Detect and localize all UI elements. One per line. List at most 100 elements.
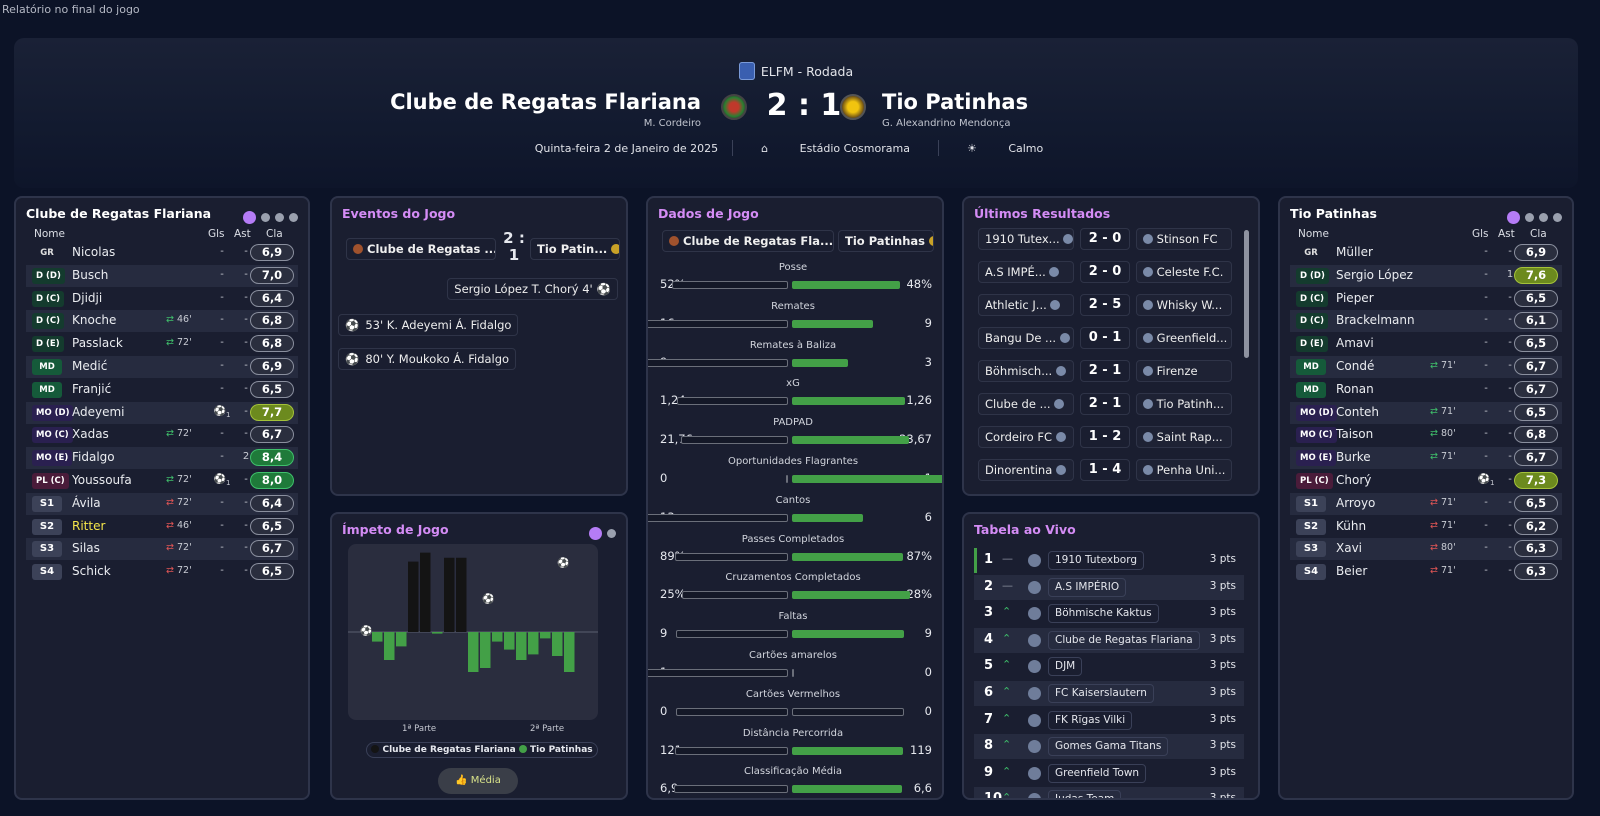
table-team-name[interactable]: 1910 Tutexborg (1048, 551, 1145, 570)
page-dot[interactable] (1539, 213, 1548, 222)
result-home-team[interactable]: Cordeiro FC (978, 426, 1074, 448)
page-dot[interactable] (607, 529, 616, 538)
table-team-name[interactable]: Gomes Gama Titans (1048, 737, 1169, 757)
page-dot[interactable] (589, 527, 602, 540)
player-row[interactable]: D (E) Passlack ⇄ 72' - -6,8 (26, 333, 298, 355)
table-team-name[interactable]: FC Kaiserslautern (1048, 684, 1154, 703)
result-home-team[interactable]: Dinorentina (978, 459, 1074, 481)
player-row[interactable]: MO (D) Conteh ⇄ 71' - -6,5 (1290, 401, 1562, 424)
table-row[interactable]: 1 — 1910 Tutexborg 3 pts (974, 548, 1244, 573)
player-name[interactable]: Xavi (1336, 541, 1363, 556)
result-home-team[interactable]: Clube de ... (978, 393, 1074, 415)
player-name[interactable]: Ritter (72, 518, 106, 533)
page-dot[interactable] (261, 213, 270, 222)
player-name[interactable]: Müller (1336, 245, 1373, 259)
result-score[interactable]: 2 - 0 (1080, 228, 1130, 250)
player-name[interactable]: Knoche (72, 313, 117, 328)
average-button[interactable]: 👍 Média (438, 768, 518, 794)
result-away-team[interactable]: Firenze (1136, 360, 1232, 382)
results-scrollbar[interactable] (1244, 230, 1249, 358)
result-score[interactable]: 1 - 2 (1080, 426, 1130, 448)
player-row[interactable]: S4 Schick ⇄ 72' - -6,5 (26, 561, 298, 583)
player-name[interactable]: Ronan (1336, 381, 1374, 396)
result-away-team[interactable]: Greenfield... (1136, 327, 1232, 349)
player-name[interactable]: Nicolas (72, 245, 116, 259)
player-row[interactable]: MD Medić - -6,9 (26, 356, 298, 378)
player-row[interactable]: MO (E) Burke ⇄ 71' - -6,7 (1290, 447, 1562, 470)
away-team-name[interactable]: Tio Patinhas (882, 90, 1029, 114)
player-name[interactable]: Taison (1336, 427, 1374, 442)
result-home-team[interactable]: Böhmisch... (978, 360, 1074, 382)
header-cla[interactable]: Cla (266, 228, 283, 240)
table-team-name[interactable]: Clube de Regatas Flariana (1048, 630, 1200, 650)
table-row[interactable]: 9 ⌃ Greenfield Town 3 pts (974, 761, 1244, 786)
player-name[interactable]: Conteh (1336, 404, 1380, 419)
player-row[interactable]: S2 Kühn ⇄ 71' - -6,2 (1290, 516, 1562, 538)
result-home-team[interactable]: Bangu De ... (978, 327, 1074, 349)
player-row[interactable]: S4 Beier ⇄ 71' - -6,3 (1290, 561, 1562, 583)
stadium[interactable]: ⌂ Estádio Cosmorama (733, 142, 938, 155)
player-name[interactable]: Franjić (72, 381, 112, 396)
home-team-name[interactable]: Clube de Regatas Flariana (390, 90, 701, 114)
player-row[interactable]: GR Müller - -6,9 (1290, 242, 1562, 264)
player-name[interactable]: Ávila (72, 495, 101, 510)
player-name[interactable]: Brackelmann (1336, 313, 1415, 328)
player-row[interactable]: S3 Xavi ⇄ 80' - -6,3 (1290, 538, 1562, 561)
table-team-name[interactable]: Böhmische Kaktus (1048, 604, 1159, 624)
player-row[interactable]: D (D) Sergio López - 1 7,6 (1290, 264, 1562, 287)
table-row[interactable]: 8 ⌃ Gomes Gama Titans 3 pts (974, 734, 1244, 760)
result-score[interactable]: 2 - 5 (1080, 294, 1130, 316)
player-name[interactable]: Condé (1336, 359, 1375, 373)
table-row[interactable]: 4 ⌃ Clube de Regatas Flariana 3 pts (974, 627, 1244, 653)
player-row[interactable]: D (C) Knoche ⇄ 46' - -6,8 (26, 310, 298, 333)
result-home-team[interactable]: A.S IMPÉ... (978, 261, 1074, 283)
header-gls[interactable]: Gls (208, 228, 225, 240)
table-row[interactable]: 5 ⌃ DJM 3 pts (974, 654, 1244, 679)
result-home-team[interactable]: Athletic J... (978, 294, 1074, 316)
player-row[interactable]: MO (D) Adeyemi ⚽1-7,7 (26, 401, 298, 424)
player-name[interactable]: Xadas (72, 427, 109, 442)
header-name[interactable]: Nome (34, 228, 65, 240)
table-team-name[interactable]: A.S IMPÉRIO (1048, 577, 1127, 597)
header-gls[interactable]: Gls (1472, 228, 1489, 240)
table-row[interactable]: 10 ⌃ Judas Team 3 pts (974, 787, 1244, 798)
player-row[interactable]: MD Franjić - -6,5 (26, 379, 298, 401)
page-dot[interactable] (1553, 213, 1562, 222)
player-name[interactable]: Pieper (1336, 290, 1374, 305)
player-name[interactable]: Sergio López (1336, 267, 1413, 282)
goal-event[interactable]: Sergio López T. Chorý 4' ⚽ (447, 278, 618, 300)
table-team-name[interactable]: Greenfield Town (1048, 763, 1147, 783)
player-row[interactable]: PL (C) Chorý ⚽1 -7,3 (1290, 470, 1562, 492)
result-away-team[interactable]: Stinson FC (1136, 228, 1232, 250)
header-ast[interactable]: Ast (234, 228, 251, 240)
player-name[interactable]: Burke (1336, 450, 1371, 465)
table-row[interactable]: 6 ⌃ FC Kaiserslautern 3 pts (974, 681, 1244, 706)
competition[interactable]: ELFM - Rodada (14, 62, 1578, 80)
result-away-team[interactable]: Penha Uni... (1136, 459, 1232, 481)
page-dot[interactable] (1507, 211, 1520, 224)
table-row[interactable]: 3 ⌃ Böhmische Kaktus 3 pts (974, 601, 1244, 626)
header-name[interactable]: Nome (1298, 228, 1329, 240)
result-score[interactable]: 2 - 1 (1080, 393, 1130, 415)
player-name[interactable]: Busch (72, 267, 109, 282)
result-score[interactable]: 2 - 0 (1080, 261, 1130, 283)
player-name[interactable]: Passlack (72, 336, 123, 351)
goal-event[interactable]: ⚽ 53' K. Adeyemi Á. Fidalgo (338, 314, 519, 336)
result-away-team[interactable]: Saint Rap... (1136, 426, 1232, 448)
table-team-name[interactable]: FK Rīgas Vilki (1048, 710, 1133, 730)
player-row[interactable]: GR Nicolas - -6,9 (26, 242, 298, 264)
player-row[interactable]: MO (C) Taison ⇄ 80' - -6,8 (1290, 424, 1562, 446)
player-row[interactable]: MD Condé ⇄ 71' - -6,7 (1290, 356, 1562, 378)
player-row[interactable]: S1 Ávila ⇄ 72' - -6,4 (26, 492, 298, 515)
player-row[interactable]: S3 Silas ⇄ 72' - -6,7 (26, 538, 298, 561)
page-dot[interactable] (289, 213, 298, 222)
player-row[interactable]: S1 Arroyo ⇄ 71' - -6,5 (1290, 492, 1562, 515)
player-name[interactable]: Youssoufa (72, 473, 132, 487)
page-dot[interactable] (243, 211, 256, 224)
player-row[interactable]: D (E) Amavi - -6,5 (1290, 333, 1562, 355)
result-away-team[interactable]: Celeste F.C. (1136, 261, 1232, 283)
player-name[interactable]: Chorý (1336, 473, 1372, 487)
stats-home-team[interactable]: Clube de Regatas Fla... (662, 230, 834, 252)
player-name[interactable]: Fidalgo (72, 450, 115, 465)
player-name[interactable]: Beier (1336, 564, 1368, 579)
